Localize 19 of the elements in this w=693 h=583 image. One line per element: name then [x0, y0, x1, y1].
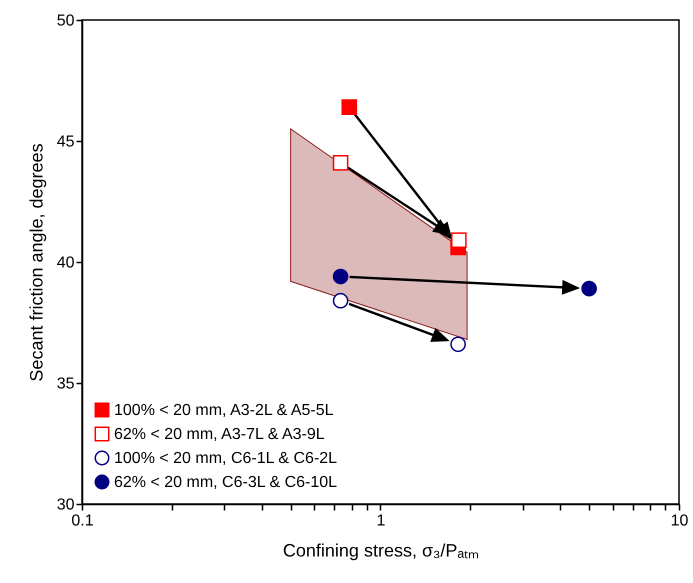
x-tick-label: 1 [376, 512, 386, 530]
y-axis-title: Secant friction angle, degrees [26, 143, 47, 382]
y-tick-label: 35 [56, 376, 75, 392]
legend-label: 100% < 20 mm, A3-2L & A5-5L [114, 402, 334, 419]
legend-label: 62% < 20 mm, C6-3L & C6-10L [114, 474, 338, 491]
x-tick-label: 0.1 [71, 512, 94, 530]
legend-label: 100% < 20 mm, C6-1L & C6-2L [114, 450, 338, 467]
point [451, 232, 467, 248]
legend-label: 62% < 20 mm, A3-7L & A3-9L [114, 426, 325, 443]
y-tick-label: 40 [56, 254, 75, 272]
point [332, 268, 348, 284]
x-tick-label: 10 [670, 512, 688, 530]
y-tick-label: 50 [56, 12, 75, 30]
point [332, 154, 348, 171]
x-axis-title: Confining stress, σ₃/Pₐₜₘ [282, 540, 480, 560]
point [450, 336, 466, 352]
y-tick-label: 30 [56, 496, 75, 514]
y-tick-label: 45 [56, 134, 75, 150]
point [332, 292, 348, 309]
